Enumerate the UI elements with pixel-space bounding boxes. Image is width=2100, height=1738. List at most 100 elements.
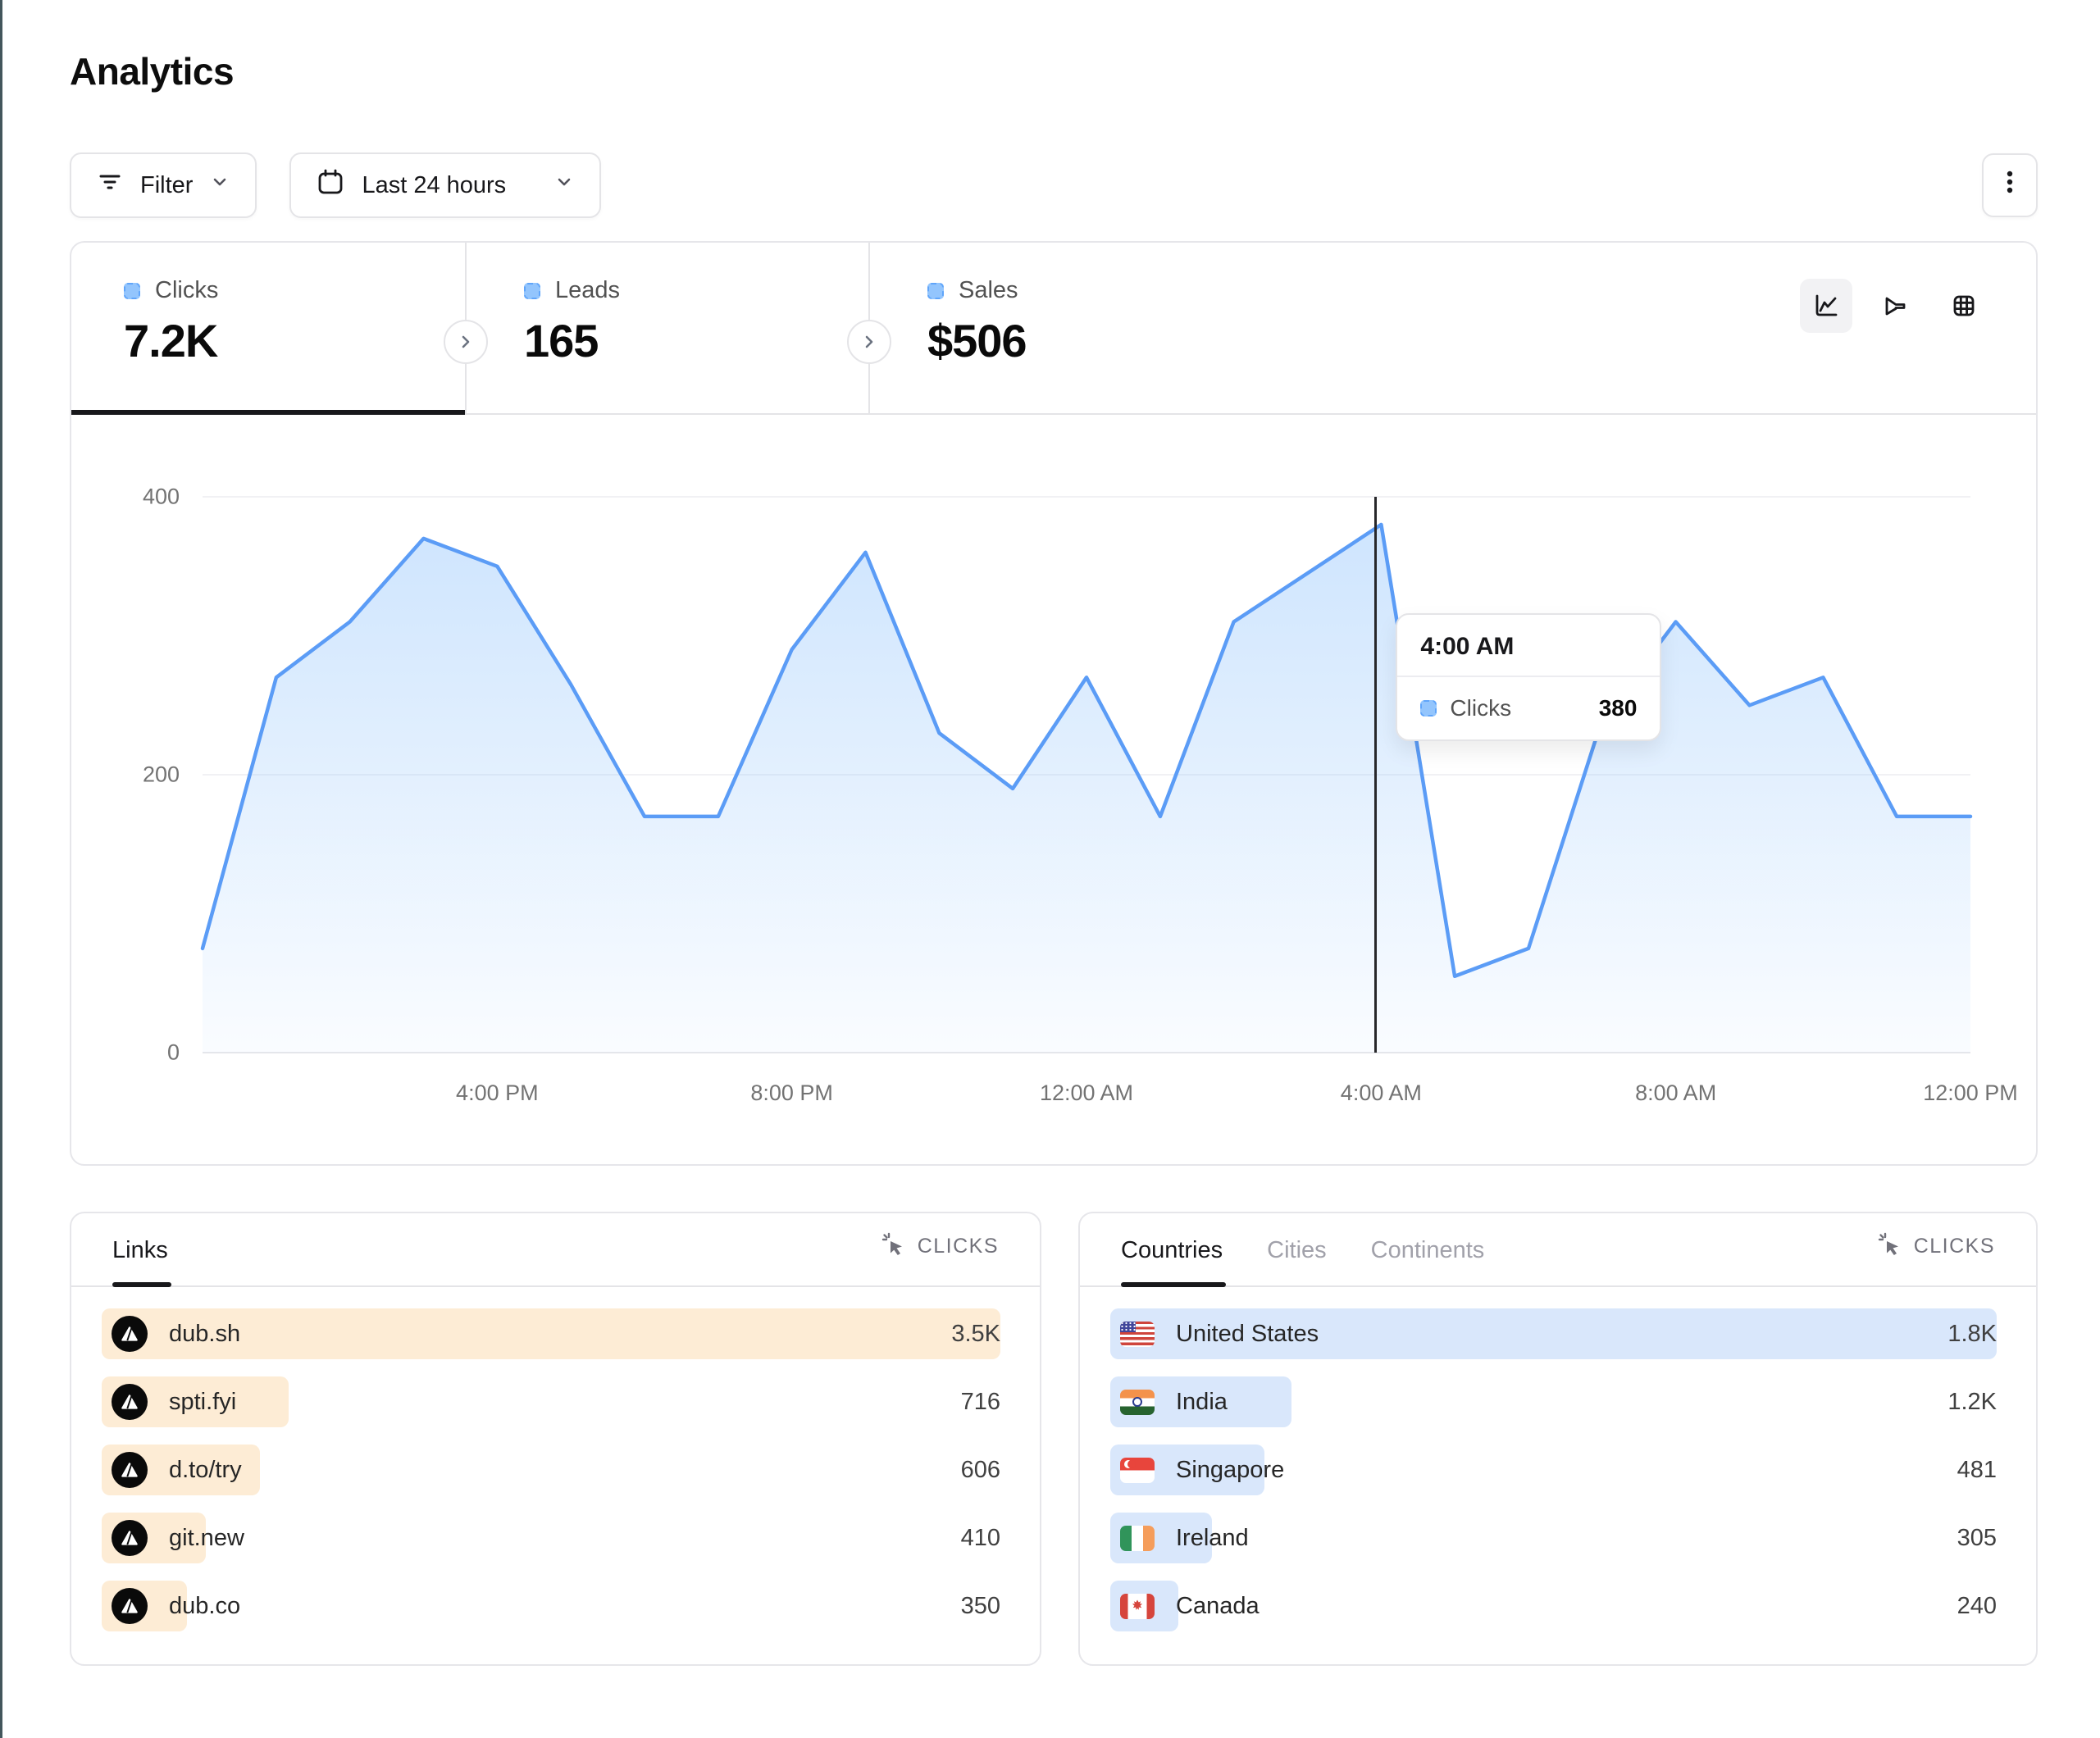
x-axis-tick: 8:00 AM <box>1635 1081 1717 1105</box>
country-label: Singapore <box>1176 1456 1285 1483</box>
next-stat-button[interactable] <box>444 320 488 364</box>
dub-logo-icon <box>112 1384 148 1420</box>
line-chart-view-button[interactable] <box>1800 279 1852 333</box>
country-row[interactable]: India 1.2K <box>1110 1376 1997 1427</box>
link-row[interactable]: dub.co 350 <box>102 1581 1000 1631</box>
table-view-button[interactable] <box>1938 279 1990 333</box>
link-label: dub.co <box>169 1592 241 1619</box>
country-label: India <box>1176 1388 1228 1415</box>
countries-panel: Countries Cities Continents CLICKS <box>1078 1212 2038 1666</box>
country-row[interactable]: Ireland 305 <box>1110 1513 1997 1563</box>
link-row[interactable]: spti.fyi 716 <box>102 1376 1000 1427</box>
y-axis-tick: 0 <box>166 1040 180 1065</box>
chevron-right-icon <box>865 335 873 348</box>
stat-sales-value: $506 <box>927 315 1027 366</box>
stat-tab-clicks[interactable]: Clicks 7.2K <box>71 243 465 415</box>
funnel-view-button[interactable] <box>1869 279 1921 333</box>
chevron-down-icon <box>553 171 575 199</box>
page-title: Analytics <box>70 50 235 93</box>
links-metric-selector[interactable]: CLICKS <box>880 1231 999 1285</box>
x-axis-tick: 12:00 PM <box>1923 1081 2018 1105</box>
tab-continents[interactable]: Continents <box>1371 1237 1485 1285</box>
y-axis-tick: 400 <box>142 484 180 509</box>
countries-metric-selector[interactable]: CLICKS <box>1876 1231 1995 1285</box>
country-clicks-value: 481 <box>1957 1456 1997 1483</box>
bottom-panels: Links CLICKS <box>70 1212 2038 1666</box>
x-axis-tick: 4:00 PM <box>456 1081 539 1105</box>
link-clicks-value: 716 <box>960 1388 1000 1415</box>
x-axis-tick: 12:00 AM <box>1039 1081 1134 1105</box>
link-label: spti.fyi <box>169 1388 237 1415</box>
link-label: dub.sh <box>169 1320 241 1347</box>
tab-countries[interactable]: Countries <box>1121 1237 1227 1287</box>
links-metric-label: CLICKS <box>917 1235 999 1258</box>
link-label: git.new <box>169 1524 244 1551</box>
country-clicks-value: 240 <box>1957 1592 1997 1619</box>
toolbar: Filter Last 24 hours <box>70 152 2038 218</box>
country-label: United States <box>1176 1320 1319 1347</box>
country-row[interactable]: United States 1.8K <box>1110 1308 1997 1359</box>
links-rows: dub.sh 3.5K spti.fyi 716 <box>71 1287 1040 1664</box>
stats-divider <box>847 243 891 413</box>
line-chart-icon <box>1815 294 1838 316</box>
link-clicks-value: 350 <box>960 1592 1000 1619</box>
link-clicks-value: 606 <box>960 1456 1000 1483</box>
stat-clicks-label: Clicks <box>155 277 219 303</box>
stats-divider <box>444 243 488 413</box>
country-label: Ireland <box>1176 1524 1249 1551</box>
cursor-click-icon <box>1876 1231 1902 1263</box>
clicks-series-svg <box>203 497 1970 1053</box>
tab-cities[interactable]: Cities <box>1267 1237 1327 1285</box>
tooltip-value: 380 <box>1598 695 1638 721</box>
kebab-menu-icon <box>1996 166 2024 205</box>
link-row[interactable]: d.to/try 606 <box>102 1445 1000 1495</box>
x-axis-tick: 8:00 PM <box>750 1081 833 1105</box>
tab-links[interactable]: Links <box>112 1237 171 1287</box>
link-row[interactable]: dub.sh 3.5K <box>102 1308 1000 1359</box>
country-clicks-value: 305 <box>1957 1524 1997 1551</box>
analytics-page: Analytics Filter Last 24 hou <box>0 0 2100 1666</box>
leads-legend-square-icon <box>524 282 540 299</box>
dub-logo-icon <box>112 1316 148 1352</box>
sales-legend-square-icon <box>927 282 944 299</box>
link-label: d.to/try <box>169 1456 242 1483</box>
country-row[interactable]: Singapore 481 <box>1110 1445 1997 1495</box>
stats-row: Clicks 7.2K Leads 165 <box>71 243 2036 415</box>
funnel-icon <box>1885 297 1906 316</box>
chart-tooltip: 4:00 AM Clicks 380 <box>1396 613 1662 741</box>
links-panel: Links CLICKS <box>70 1212 1041 1666</box>
country-row[interactable]: Canada 240 <box>1110 1581 1997 1631</box>
dub-logo-icon <box>112 1520 148 1556</box>
date-range-button[interactable]: Last 24 hours <box>289 152 602 218</box>
date-range-label: Last 24 hours <box>362 171 507 198</box>
filter-button-label: Filter <box>140 171 194 198</box>
cursor-click-icon <box>880 1231 906 1263</box>
flag-canada-icon <box>1120 1593 1155 1619</box>
link-clicks-value: 410 <box>960 1524 1000 1551</box>
countries-panel-header: Countries Cities Continents CLICKS <box>1080 1213 2036 1287</box>
chevron-right-icon <box>462 335 470 348</box>
x-axis-tick: 4:00 AM <box>1340 1081 1422 1105</box>
stat-tab-leads[interactable]: Leads 165 <box>467 243 868 413</box>
analytics-card: Clicks 7.2K Leads 165 <box>70 241 2038 1166</box>
filter-button[interactable]: Filter <box>70 152 257 218</box>
more-options-button[interactable] <box>1982 153 2038 217</box>
chart-type-switcher <box>1800 279 1990 333</box>
countries-metric-label: CLICKS <box>1913 1235 1995 1258</box>
country-clicks-value: 1.2K <box>1947 1388 1997 1415</box>
next-stat-button[interactable] <box>847 320 891 364</box>
clicks-area-chart[interactable]: 400 200 0 4:00 AM <box>143 485 1970 1065</box>
dub-logo-icon <box>112 1452 148 1488</box>
link-clicks-value: 3.5K <box>951 1320 1000 1347</box>
flag-singapore-icon <box>1120 1457 1155 1483</box>
flag-us-icon <box>1120 1321 1155 1347</box>
link-row[interactable]: git.new 410 <box>102 1513 1000 1563</box>
country-clicks-value: 1.8K <box>1947 1320 1997 1347</box>
clicks-legend-square-icon <box>124 282 140 299</box>
stat-tab-sales[interactable]: Sales $506 <box>870 243 2036 413</box>
calendar-icon <box>316 167 345 203</box>
tooltip-series-label: Clicks <box>1450 695 1512 721</box>
flag-india-icon <box>1120 1389 1155 1415</box>
tooltip-legend-square-icon <box>1420 700 1437 717</box>
country-label: Canada <box>1176 1592 1260 1619</box>
